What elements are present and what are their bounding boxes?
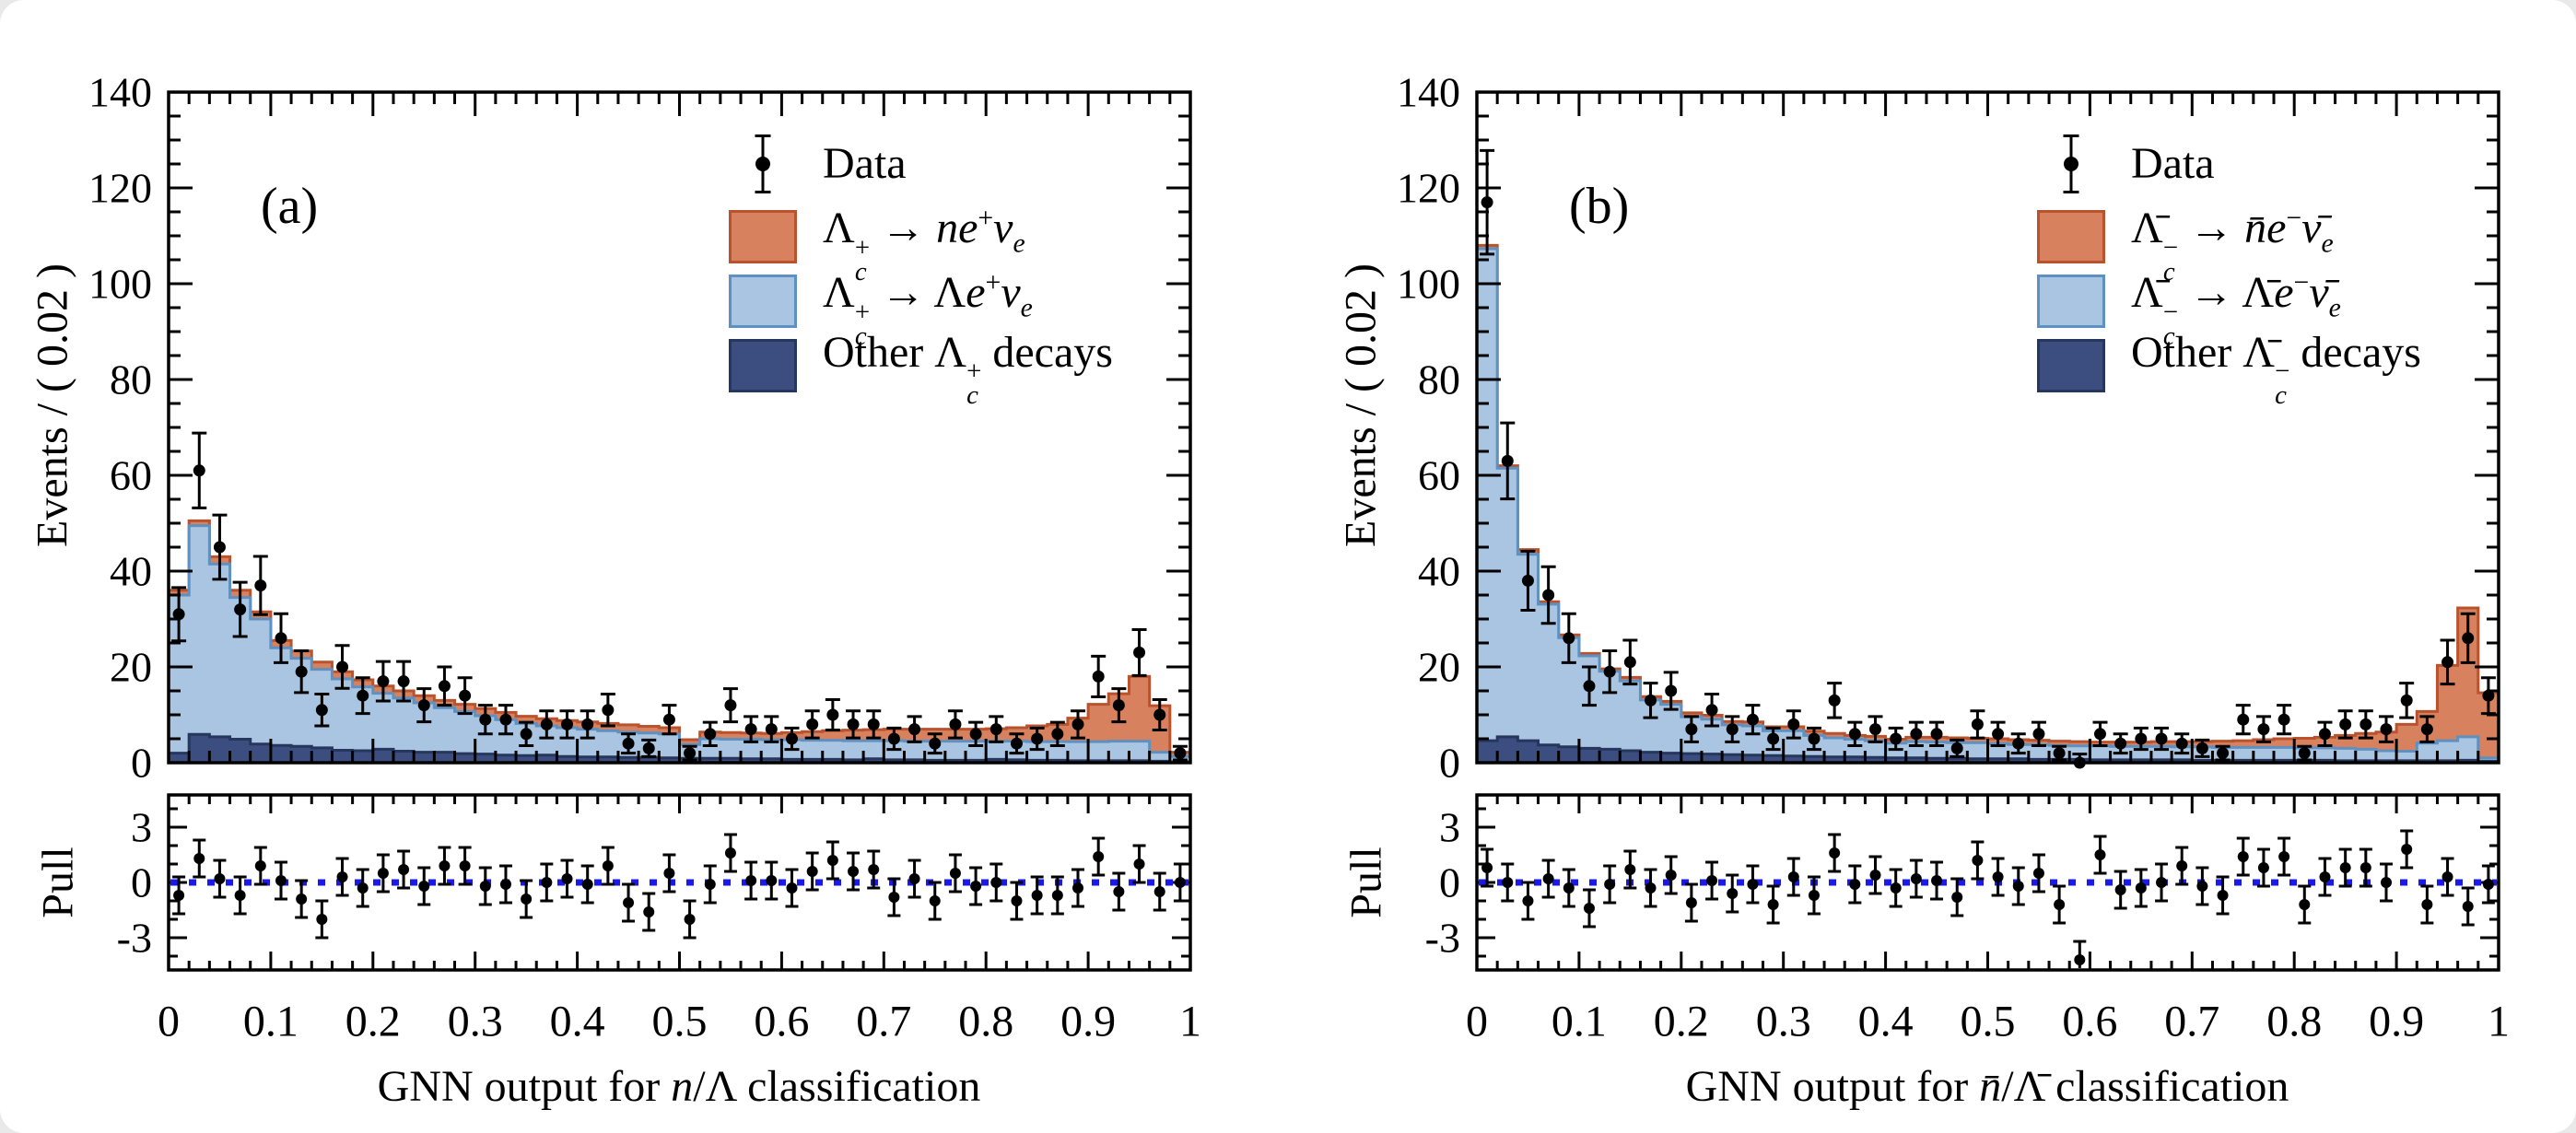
data-points (171, 431, 1188, 762)
y-tick-label: 140 (88, 69, 152, 116)
x-tick-label: 0.5 (1961, 997, 2016, 1045)
x-tick-label: 0.9 (2369, 997, 2424, 1045)
pull-tick-label: 0 (1439, 859, 1460, 906)
y-tick-label: 80 (110, 356, 152, 403)
y-tick-label: 20 (110, 644, 152, 691)
x-tick-label: 0.1 (243, 997, 299, 1045)
x-tick-label: 0.3 (448, 997, 503, 1045)
x-tick-label: 0 (1466, 997, 1488, 1045)
x-tick-label: 0.2 (1654, 997, 1709, 1045)
x-tick-label: 0.3 (1756, 997, 1811, 1045)
pull-axis-ticks (1475, 795, 2500, 970)
pull-tick-label: 3 (1439, 804, 1460, 851)
y-tick-label: 120 (88, 165, 152, 212)
axis-ticks (167, 90, 1192, 765)
x-tick-label: 0.4 (550, 997, 605, 1045)
y-tick-label: 20 (1418, 644, 1460, 691)
stack-other (167, 732, 1192, 765)
x-tick-label: 1 (1179, 997, 1201, 1045)
x-tick-label: 0.7 (856, 997, 911, 1045)
y-tick-label: 0 (131, 740, 152, 787)
x-tick-label: 0.8 (958, 997, 1013, 1045)
pull-tick-label: -3 (1425, 915, 1460, 962)
y-tick-label: 140 (1397, 69, 1460, 116)
y-tick-label: 60 (1418, 452, 1460, 499)
x-tick-label: 0.9 (1060, 997, 1116, 1045)
y-tick-label: 60 (110, 452, 152, 499)
axis-ticks (1475, 90, 2500, 765)
x-tick-label: 0.6 (2062, 997, 2117, 1045)
pull-axis-ticks (167, 795, 1192, 970)
y-tick-label: 100 (1397, 261, 1460, 308)
x-tick-label: 0.6 (754, 997, 809, 1045)
data-points (1480, 148, 2496, 769)
y-tick-label: 40 (1418, 548, 1460, 595)
pull-tick-label: 3 (131, 804, 152, 851)
x-tick-label: 0.2 (345, 997, 401, 1045)
y-tick-label: 100 (88, 261, 152, 308)
pull-tick-label: 0 (131, 859, 152, 906)
y-tick-label: 40 (110, 548, 152, 595)
pull-tick-label: -3 (117, 915, 152, 962)
x-tick-label: 0 (158, 997, 180, 1045)
x-tick-label: 0.1 (1551, 997, 1607, 1045)
y-tick-label: 80 (1418, 356, 1460, 403)
pull-points (172, 833, 1187, 940)
stack-lambda (1475, 247, 2500, 765)
pull-points (1481, 829, 2495, 968)
x-tick-label: 0.4 (1858, 997, 1914, 1045)
y-tick-label: 0 (1439, 740, 1460, 787)
x-tick-label: 0.5 (652, 997, 708, 1045)
x-tick-label: 0.8 (2266, 997, 2322, 1045)
x-tick-label: 1 (2488, 997, 2510, 1045)
y-tick-label: 120 (1397, 165, 1460, 212)
x-tick-label: 0.7 (2164, 997, 2219, 1045)
